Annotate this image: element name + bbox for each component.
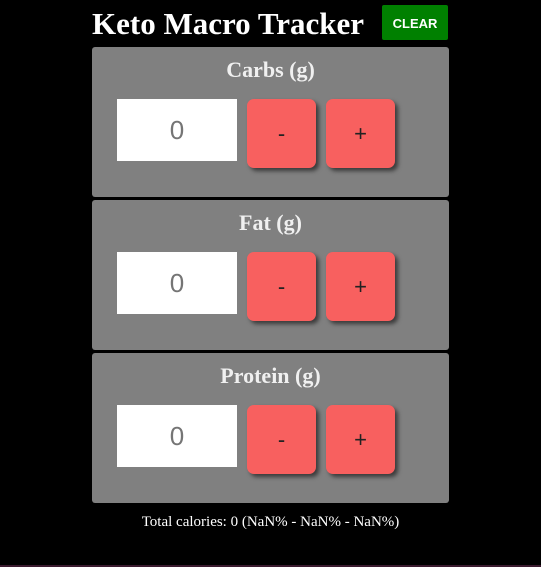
fat-input[interactable] — [117, 252, 237, 314]
protein-increment-button[interactable]: + — [326, 405, 395, 474]
fat-increment-button[interactable]: + — [326, 252, 395, 321]
carbs-input[interactable] — [117, 99, 237, 161]
fat-label: Fat (g) — [239, 210, 302, 235]
clear-button[interactable]: CLEAR — [382, 5, 448, 40]
protein-label: Protein (g) — [220, 363, 321, 388]
protein-input[interactable] — [117, 405, 237, 467]
carbs-panel: Carbs (g) - + — [92, 47, 449, 197]
total-calories-text: Total calories: 0 (NaN% - NaN% - NaN%) — [141, 514, 400, 530]
protein-decrement-button[interactable]: - — [247, 405, 316, 474]
carbs-decrement-button[interactable]: - — [247, 99, 316, 168]
app-header: Keto Macro Tracker CLEAR — [92, 4, 449, 44]
page-title: Keto Macro Tracker — [92, 6, 365, 41]
protein-panel: Protein (g) - + — [92, 353, 449, 503]
carbs-increment-button[interactable]: + — [326, 99, 395, 168]
bottom-divider — [0, 565, 541, 567]
fat-decrement-button[interactable]: - — [247, 252, 316, 321]
fat-panel: Fat (g) - + — [92, 200, 449, 350]
carbs-label: Carbs (g) — [226, 57, 315, 82]
